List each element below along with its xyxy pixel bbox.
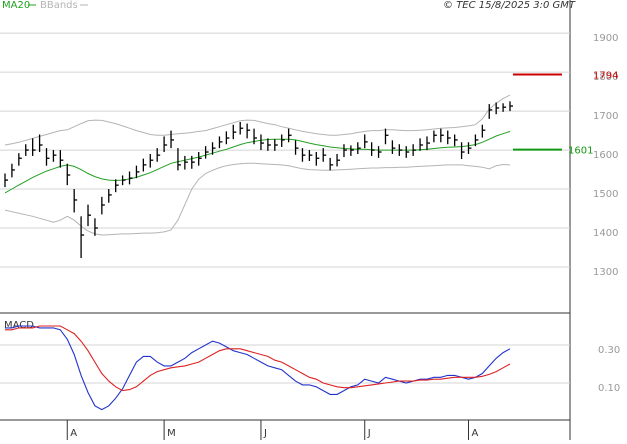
y-tick-label: 0.10 <box>598 383 620 394</box>
x-tick-label: A <box>70 428 77 439</box>
level-label: 1601 <box>568 146 593 157</box>
indicator-line <box>4 162 511 236</box>
macd-line <box>5 325 511 392</box>
level-label: 1794 <box>593 70 618 81</box>
y-tick-label: 1800 <box>593 72 618 83</box>
y-tick-label: 1300 <box>593 267 618 278</box>
legend-label: BBands <box>40 0 78 11</box>
y-tick-label: 1900 <box>593 33 618 44</box>
y-tick-label: 1600 <box>593 150 618 161</box>
legend-label: MA20 <box>2 0 30 11</box>
indicator-line <box>4 94 511 146</box>
x-tick-label: A <box>471 428 478 439</box>
indicator-line <box>4 130 511 194</box>
x-tick-label: J <box>263 428 267 439</box>
stamp: © TEC 15/8/2025 3:0 GMT <box>443 0 576 11</box>
x-tick-label: M <box>167 428 176 439</box>
y-tick-label: 1500 <box>593 189 618 200</box>
y-tick-label: 1700 <box>593 111 618 122</box>
y-tick-label: 1400 <box>593 228 618 239</box>
y-tick-label: 0.30 <box>598 345 620 356</box>
macd-line <box>5 325 511 411</box>
x-tick-label: J <box>367 428 371 439</box>
